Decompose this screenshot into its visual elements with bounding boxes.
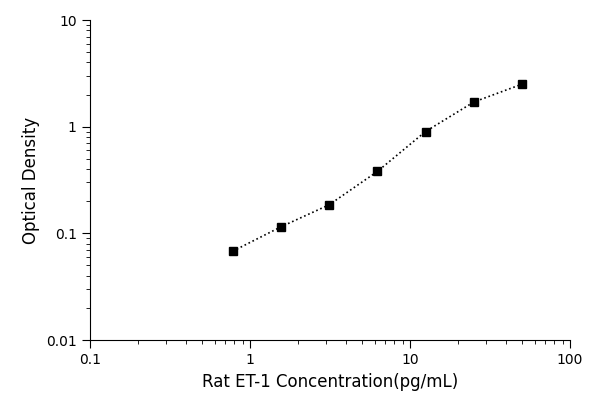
Y-axis label: Optical Density: Optical Density: [23, 116, 41, 244]
X-axis label: Rat ET-1 Concentration(pg/mL): Rat ET-1 Concentration(pg/mL): [202, 373, 458, 391]
